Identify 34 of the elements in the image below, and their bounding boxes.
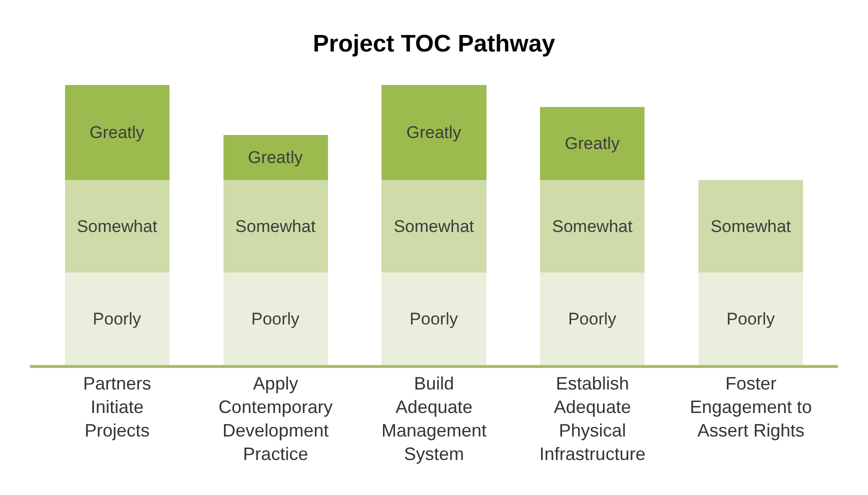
text: Poorly [568, 309, 616, 328]
x-tick-label: Partners Initiate Projects [83, 374, 152, 440]
text: Greatly [406, 122, 462, 142]
text: Greatly [564, 134, 620, 154]
text: Somewhat [235, 216, 316, 236]
bar [382, 180, 486, 273]
x-tick-label: Build Adequate Management System [381, 374, 487, 464]
series-label: Greatly [248, 148, 304, 168]
x-tick-label: Apply Contemporary Development Practice [218, 374, 333, 464]
text: Somewhat [552, 216, 632, 236]
bar [382, 272, 486, 365]
text: Somewhat [710, 216, 791, 236]
bar [64, 272, 170, 365]
bar [540, 180, 645, 273]
series-label: Poorly [410, 309, 458, 328]
x-tick-label: Foster Engagement to Assert Rights [690, 374, 812, 440]
text: Poorly [726, 309, 775, 328]
text: Greatly [89, 122, 144, 142]
bar [223, 135, 328, 180]
x-tick-label: Establish Adequate Physical Infrastructure [539, 374, 646, 464]
bar [540, 107, 645, 180]
text: Poorly [92, 309, 141, 328]
bar [382, 84, 486, 180]
text: Poorly [251, 309, 300, 328]
bar [540, 272, 645, 365]
bar [223, 180, 328, 273]
series-label: Somewhat [394, 216, 474, 236]
bar [698, 180, 804, 273]
chart-title: Project TOC Pathway [312, 30, 556, 58]
text: Somewhat [76, 216, 158, 236]
bar [64, 180, 170, 273]
bar [64, 84, 170, 180]
bar [698, 272, 804, 365]
bar [223, 272, 328, 365]
